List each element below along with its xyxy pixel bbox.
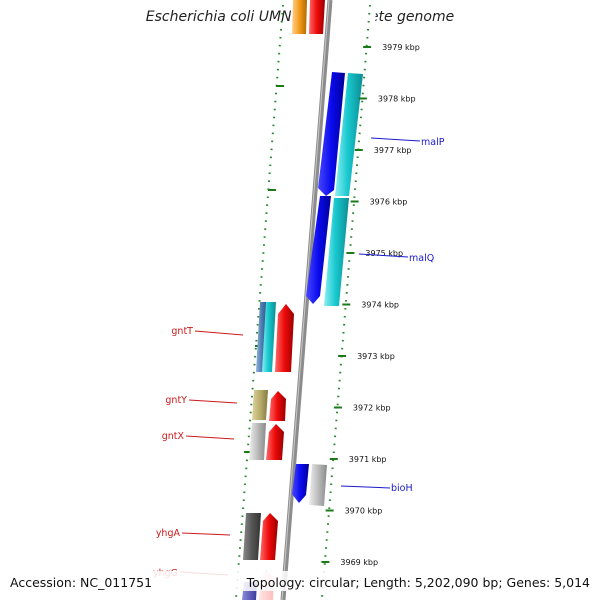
accession-text: Accession: NC_011751 [10, 575, 153, 590]
kbp-tick-label: 3973 kbp [357, 352, 395, 361]
gene-label-malP: malP [370, 137, 445, 148]
gene-label-malQ-text: malQ [409, 253, 434, 264]
gene-label-malP-text: malP [421, 137, 445, 148]
gene-malQ-block [306, 196, 349, 306]
genome-backbone-highlight [281, 0, 330, 600]
gene-gntY-block [252, 390, 286, 421]
gene-label-bioH: bioH [340, 483, 413, 494]
gene-label-gntX-text: gntX [162, 431, 185, 442]
footer-band [0, 571, 600, 591]
gene-label-gntY-text: gntY [165, 395, 187, 406]
kbp-tick-label: 3971 kbp [349, 455, 387, 464]
gene-label-gntT-text: gntT [171, 326, 193, 337]
gene-gntT-block [256, 302, 294, 372]
gene-bioH-block [292, 464, 327, 506]
gene-label-gntT: gntT [171, 326, 244, 337]
gene-gntX-block [249, 423, 284, 460]
gene-label-yhgA: yhgA [156, 528, 231, 539]
kbp-tick-label: 3975 kbp [365, 249, 403, 258]
outer-track-dots [321, 4, 371, 599]
kbp-tick-label: 3978 kbp [378, 95, 416, 104]
kbp-tick-label: 3970 kbp [345, 507, 383, 516]
gene-label-yhgA-text: yhgA [156, 528, 181, 539]
gene-yhgA-block [243, 513, 278, 560]
kbp-tick-label: 3976 kbp [370, 198, 408, 207]
kbp-tick-label: 3969 kbp [340, 558, 378, 567]
gene-malP-block [318, 72, 363, 196]
gene-label-bioH-text: bioH [391, 483, 413, 494]
kbp-scale: 3979 kbp 3978 kbp 3977 kbp 3976 kbp 3975 kbp… [321, 43, 420, 567]
genome-backbone [280, 0, 333, 600]
gene-label-malQ: malQ [358, 253, 434, 264]
kbp-tick-label: 3977 kbp [374, 146, 412, 155]
kbp-tick-label: 3974 kbp [361, 301, 399, 310]
kbp-tick-label: 3972 kbp [353, 404, 391, 413]
gene-label-gntY: gntY [165, 395, 238, 406]
gene-label-gntX: gntX [162, 431, 235, 442]
gene-top-group [292, 0, 325, 34]
kbp-tick-label: 3979 kbp [382, 43, 420, 52]
topology-text: Topology: circular; Length: 5,202,090 bp… [246, 575, 590, 590]
inner-track-dots [235, 4, 284, 599]
